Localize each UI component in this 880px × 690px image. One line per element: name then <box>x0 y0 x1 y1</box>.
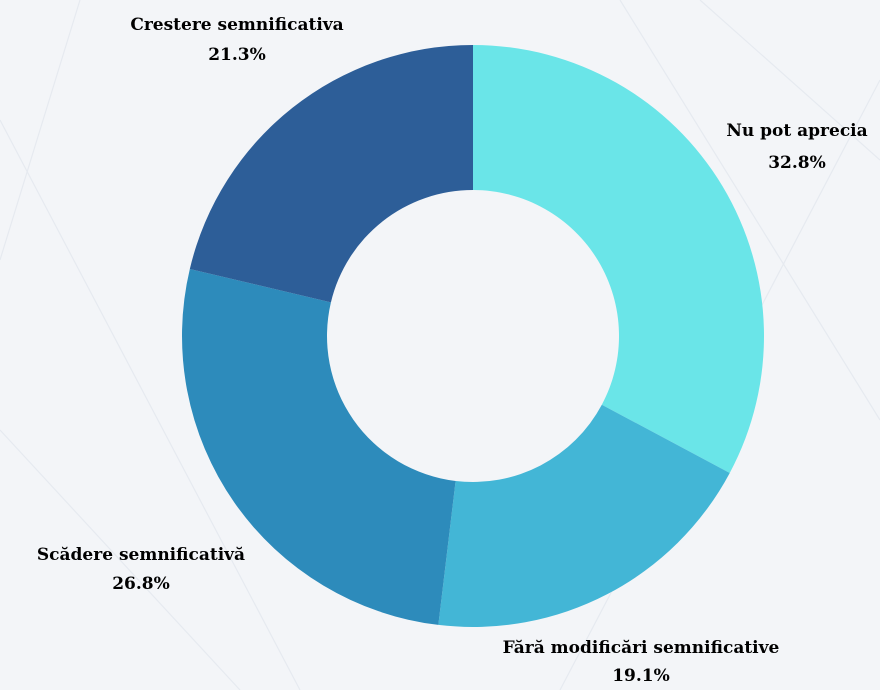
slice-1 <box>473 45 765 473</box>
slice-4 <box>189 45 473 303</box>
slice-label-1: Nu pot aprecia <box>726 121 867 141</box>
slice-value-1: 32.8% <box>768 153 826 173</box>
slice-value-3: 26.8% <box>112 574 170 594</box>
slice-value-2: 19.1% <box>612 666 670 686</box>
slice-value-4: 21.3% <box>208 45 266 65</box>
slice-label-3: Scădere semnificativă <box>37 545 245 565</box>
slice-label-2: Fără modificări semnificative <box>503 638 780 658</box>
slice-2 <box>438 404 730 627</box>
labels-group: Nu pot aprecia 32.8% Fără modificări semni… <box>37 15 868 686</box>
slices-group <box>182 45 765 627</box>
slice-label-4: Crestere semnificativa <box>130 15 343 35</box>
slice-3 <box>182 268 456 625</box>
